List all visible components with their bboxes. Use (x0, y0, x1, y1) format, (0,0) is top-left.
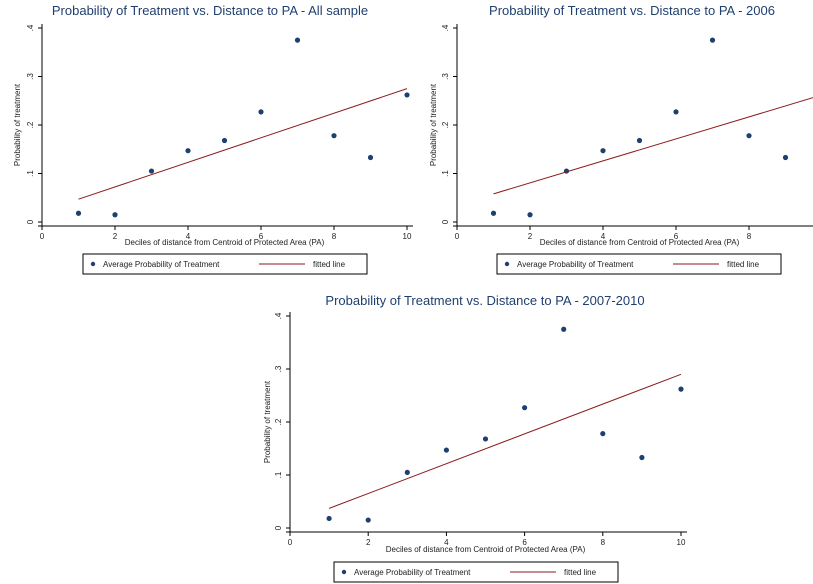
y-tick-label: 0 (274, 525, 283, 530)
y-tick-label: .1 (274, 471, 283, 478)
data-point (482, 436, 489, 442)
y-tick-label: .2 (441, 121, 450, 128)
data-point (326, 515, 332, 522)
x-tick-label: 2 (366, 538, 371, 547)
data-point (639, 454, 645, 461)
x-tick-label: 2 (528, 232, 533, 241)
x-axis-label: Deciles of distance from Centroid of Pro… (386, 545, 586, 554)
data-point (746, 133, 752, 139)
y-tick-label: .3 (274, 365, 283, 372)
data-point (527, 212, 533, 218)
data-point (404, 469, 410, 475)
data-point (782, 154, 789, 161)
x-tick-label: 8 (747, 232, 752, 241)
y-tick-label: .4 (441, 24, 450, 31)
legend-label-line: fitted line (564, 568, 597, 577)
chart-title: Probability of Treatment vs. Distance to… (52, 3, 368, 18)
data-point (600, 431, 606, 437)
x-tick-label: 4 (186, 232, 191, 241)
legend: Average Probability of Treatment fitted l… (333, 561, 619, 583)
data-point (673, 109, 679, 115)
x-tick-label: 0 (288, 538, 293, 547)
y-tick-label: 0 (26, 219, 35, 224)
x-tick-label: 4 (601, 232, 606, 241)
data-point (709, 37, 716, 43)
data-point (294, 37, 301, 43)
chart-title: Probability of Treatment vs. Distance to… (325, 293, 644, 308)
y-tick-label: .3 (26, 73, 35, 80)
legend-label-line: fitted line (727, 260, 760, 269)
legend-marker-points (504, 261, 510, 267)
legend-box (333, 561, 619, 583)
x-tick-label: 10 (677, 538, 686, 547)
data-point (404, 92, 410, 98)
y-tick-label: 0 (441, 219, 450, 224)
x-tick-label: 6 (674, 232, 679, 241)
y-tick-label: .2 (274, 418, 283, 425)
data-point (600, 148, 606, 154)
data-point (365, 517, 371, 523)
x-tick-label: 0 (40, 232, 45, 241)
x-tick-label: 0 (455, 232, 460, 241)
x-tick-label: 8 (601, 538, 606, 547)
legend-label-points: Average Probability of Treatment (103, 260, 220, 269)
legend-label-points: Average Probability of Treatment (354, 568, 471, 577)
data-point (490, 210, 497, 216)
data-point (331, 133, 337, 139)
legend-label-line: fitted line (313, 260, 346, 269)
x-tick-label: 4 (444, 538, 449, 547)
y-axis-label: Probability of treatment (429, 83, 438, 166)
data-point (561, 326, 567, 332)
x-tick-label: 8 (332, 232, 337, 241)
data-point (443, 447, 449, 453)
fitted-line (78, 88, 408, 200)
y-tick-label: .2 (26, 121, 35, 128)
x-tick-label: 6 (259, 232, 264, 241)
chart-title: Probability of Treatment vs. Distance to… (489, 3, 775, 18)
legend: Average Probability of Treatment fitted l… (496, 253, 782, 275)
x-axis-label: Deciles of distance from Centroid of Pro… (125, 238, 325, 247)
y-axis-label: Probability of treatment (263, 380, 272, 463)
y-tick-label: .1 (441, 170, 450, 177)
data-point (75, 210, 82, 216)
data-point (148, 168, 155, 174)
legend-marker-points (90, 261, 96, 267)
chart-panel-1: Probability of Treatment vs. Distance to… (13, 3, 413, 275)
legend: Average Probability of Treatment fitted l… (82, 253, 368, 275)
data-point (636, 137, 643, 144)
y-tick-label: .1 (26, 170, 35, 177)
x-tick-label: 6 (522, 538, 527, 547)
x-tick-label: 10 (403, 232, 412, 241)
legend-box (496, 253, 782, 275)
data-point (221, 137, 228, 144)
x-tick-label: 2 (113, 232, 118, 241)
y-tick-label: .4 (26, 24, 35, 31)
x-axis-label: Deciles of distance from Centroid of Pro… (540, 238, 740, 247)
data-point (678, 386, 684, 392)
fitted-line (493, 97, 813, 195)
data-point (258, 109, 264, 115)
data-point (367, 154, 374, 161)
y-tick-label: .4 (274, 312, 283, 319)
legend-box (82, 253, 368, 275)
chart-panel-2: Probability of Treatment vs. Distance to… (429, 3, 813, 275)
y-axis-label: Probability of treatment (13, 83, 22, 166)
legend-label-points: Average Probability of Treatment (517, 260, 634, 269)
data-point (522, 405, 528, 411)
data-point (185, 148, 191, 154)
y-tick-label: .3 (441, 73, 450, 80)
fitted-line (328, 373, 682, 509)
legend-marker-points (341, 569, 347, 575)
chart-panel-3: Probability of Treatment vs. Distance to… (263, 293, 687, 583)
data-point (112, 212, 118, 218)
